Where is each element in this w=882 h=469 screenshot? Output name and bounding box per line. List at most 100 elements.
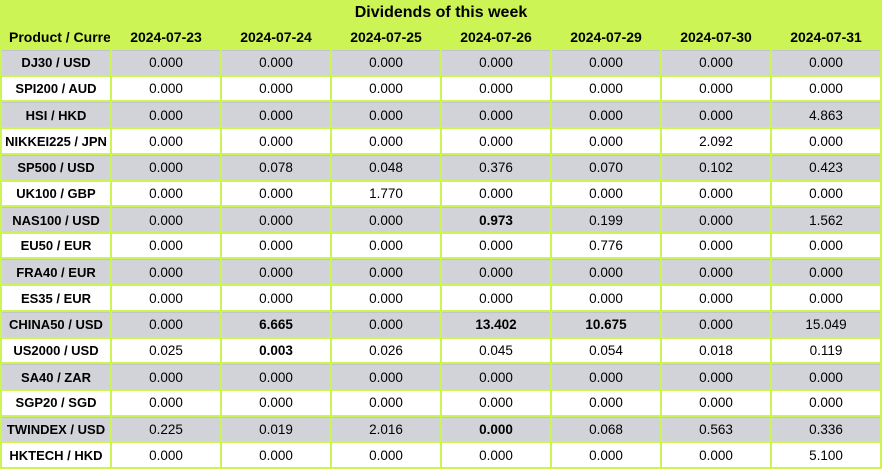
row-label: HSI / HKD xyxy=(2,102,110,128)
dividend-value: 0.000 xyxy=(772,234,880,258)
dividend-value: 0.000 xyxy=(662,181,770,206)
dividend-value: 0.000 xyxy=(222,234,330,258)
dividend-value: 0.000 xyxy=(112,364,220,390)
date-column-header: 2024-07-30 xyxy=(680,29,752,45)
dividend-value: 0.563 xyxy=(662,416,770,442)
dividend-value: 0.000 xyxy=(442,443,550,467)
dividend-value: 0.000 xyxy=(222,364,330,390)
dividend-value: 0.000 xyxy=(112,154,220,180)
row-label: EU50 / EUR xyxy=(2,234,110,258)
dividend-value: 0.336 xyxy=(772,416,880,442)
corner-header: Product / Currency xyxy=(9,29,110,45)
dividend-value: 0.000 xyxy=(332,364,440,390)
dividend-value: 0.000 xyxy=(662,207,770,233)
dividend-value: 0.000 xyxy=(222,50,330,75)
date-column-header: 2024-07-23 xyxy=(130,29,202,45)
dividend-value: 0.018 xyxy=(662,338,770,363)
row-label: ES35 / EUR xyxy=(2,286,110,310)
row-label: SP500 / USD xyxy=(2,154,110,180)
dividend-value: 0.068 xyxy=(552,416,660,442)
table-row: EU50 / EUR 0.000 0.000 0.000 0.000 0.776 0.00… xyxy=(2,234,880,258)
dividend-value: 0.000 xyxy=(332,286,440,310)
date-column-header: 2024-07-26 xyxy=(460,29,532,45)
dividend-value: 1.770 xyxy=(332,181,440,206)
dividend-value: 0.000 xyxy=(662,391,770,415)
date-column-header: 2024-07-29 xyxy=(570,29,642,45)
dividend-value: 0.225 xyxy=(112,416,220,442)
dividend-value: 0.000 xyxy=(442,50,550,75)
dividend-value: 0.000 xyxy=(552,364,660,390)
dividend-value: 0.000 xyxy=(772,259,880,285)
dividend-value: 0.199 xyxy=(552,207,660,233)
row-label: DJ30 / USD xyxy=(2,50,110,75)
dividend-value: 0.000 xyxy=(552,181,660,206)
dividend-value: 0.000 xyxy=(112,443,220,467)
row-label: SGP20 / SGD xyxy=(2,391,110,415)
dividend-value: 0.000 xyxy=(552,259,660,285)
table-body: DJ30 / USD 0.000 0.000 0.000 0.000 0.000 0.00… xyxy=(2,50,880,467)
dividend-value: 0.000 xyxy=(222,207,330,233)
row-label: SA40 / ZAR xyxy=(2,364,110,390)
dividend-value: 0.000 xyxy=(222,286,330,310)
dividend-value: 0.000 xyxy=(772,129,880,153)
dividend-value: 0.070 xyxy=(552,154,660,180)
dividend-value: 0.000 xyxy=(552,286,660,310)
title-row: Dividends of this week xyxy=(2,2,880,24)
dividend-value: 0.000 xyxy=(332,102,440,128)
dividend-value: 0.000 xyxy=(112,311,220,337)
dividend-value: 15.049 xyxy=(772,311,880,337)
dividend-value: 1.562 xyxy=(772,207,880,233)
dividend-value: 10.675 xyxy=(552,311,660,337)
dividend-value: 0.000 xyxy=(442,129,550,153)
dividend-value: 0.423 xyxy=(772,154,880,180)
table-row: ES35 / EUR 0.000 0.000 0.000 0.000 0.000 0.00… xyxy=(2,286,880,310)
dividend-value: 0.000 xyxy=(552,102,660,128)
dividend-value: 2.092 xyxy=(662,129,770,153)
dividend-value: 0.000 xyxy=(222,76,330,101)
dividend-value: 0.000 xyxy=(112,234,220,258)
dividend-value: 0.973 xyxy=(442,207,550,233)
dividend-value: 0.000 xyxy=(332,50,440,75)
dividend-value: 0.000 xyxy=(222,129,330,153)
dividend-value: 0.000 xyxy=(442,259,550,285)
dividend-value: 0.000 xyxy=(662,234,770,258)
dividend-value: 0.000 xyxy=(552,76,660,101)
dividend-value: 0.000 xyxy=(662,286,770,310)
row-label: SPI200 / AUD xyxy=(2,76,110,101)
row-label: US2000 / USD xyxy=(2,338,110,363)
dividend-value: 0.102 xyxy=(662,154,770,180)
date-column-header: 2024-07-25 xyxy=(350,29,422,45)
date-column-header: 2024-07-31 xyxy=(790,29,862,45)
row-label: TWINDEX / USD xyxy=(2,416,110,442)
page-title: Dividends of this week xyxy=(354,4,528,21)
dividend-value: 0.000 xyxy=(772,364,880,390)
dividend-value: 0.025 xyxy=(112,338,220,363)
row-label: HKTECH / HKD xyxy=(2,443,110,467)
dividend-value: 0.000 xyxy=(442,286,550,310)
dividend-value: 0.000 xyxy=(662,102,770,128)
dividend-value: 0.045 xyxy=(442,338,550,363)
dividend-value: 0.019 xyxy=(222,416,330,442)
row-label: NAS100 / USD xyxy=(2,207,110,233)
dividend-value: 0.000 xyxy=(112,286,220,310)
dividend-value: 0.000 xyxy=(772,50,880,75)
dividend-value: 0.000 xyxy=(662,311,770,337)
table-row: TWINDEX / USD 0.225 0.019 2.016 0.000 0.068 0… xyxy=(2,416,880,442)
dividend-value: 0.000 xyxy=(332,443,440,467)
dividend-value: 0.000 xyxy=(332,311,440,337)
dividend-value: 0.000 xyxy=(772,181,880,206)
table-row: HKTECH / HKD 0.000 0.000 0.000 0.000 0.000 0.… xyxy=(2,443,880,467)
dividend-value: 0.000 xyxy=(112,76,220,101)
dividend-value: 0.000 xyxy=(332,129,440,153)
dividend-value: 4.863 xyxy=(772,102,880,128)
dividend-value: 0.000 xyxy=(552,129,660,153)
table-row: SGP20 / SGD 0.000 0.000 0.000 0.000 0.000 0.0… xyxy=(2,391,880,415)
dividend-value: 0.000 xyxy=(442,234,550,258)
table-row: DJ30 / USD 0.000 0.000 0.000 0.000 0.000 0.00… xyxy=(2,50,880,75)
dividend-value: 0.776 xyxy=(552,234,660,258)
dividend-value: 0.000 xyxy=(112,102,220,128)
dividend-value: 2.016 xyxy=(332,416,440,442)
dividend-value: 0.000 xyxy=(332,234,440,258)
table-row: SPI200 / AUD 0.000 0.000 0.000 0.000 0.000 0.… xyxy=(2,76,880,101)
